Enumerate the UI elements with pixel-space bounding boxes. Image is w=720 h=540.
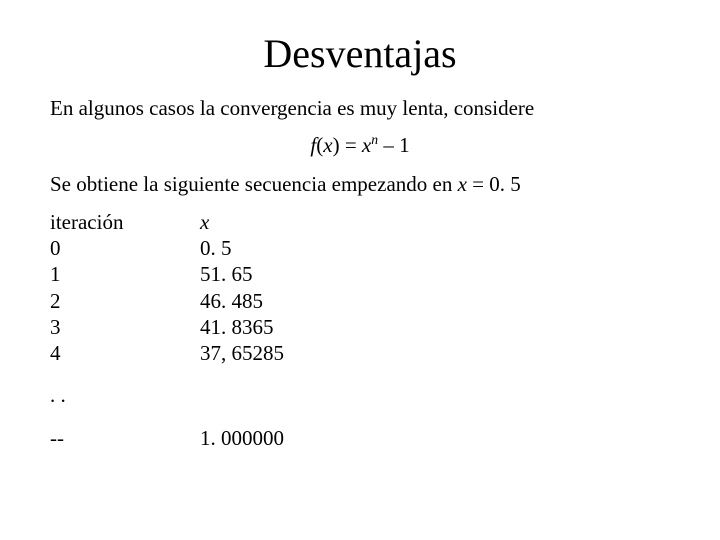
iteration-table: iteración x 0 0. 5 1 51. 65 2 46. 485 3 … bbox=[50, 209, 670, 451]
cell-x: 46. 485 bbox=[200, 288, 400, 314]
cell-iter: 0 bbox=[50, 235, 200, 261]
cell-iter: 4 bbox=[50, 340, 200, 366]
cell-x: 37, 65285 bbox=[200, 340, 400, 366]
slide-title: Desventajas bbox=[50, 30, 670, 77]
intro2-paragraph: Se obtiene la siguiente secuencia empeza… bbox=[50, 171, 670, 197]
final-x: 1. 000000 bbox=[200, 425, 400, 451]
table-final-row: -- 1. 000000 bbox=[50, 425, 670, 451]
cell-x: 0. 5 bbox=[200, 235, 400, 261]
cell-x: 51. 65 bbox=[200, 261, 400, 287]
formula-base: x bbox=[362, 133, 371, 157]
cell-x: 41. 8365 bbox=[200, 314, 400, 340]
intro2-a: Se obtiene la siguiente secuencia empeza… bbox=[50, 172, 458, 196]
intro2-b: = 0. 5 bbox=[467, 172, 521, 196]
table-header-row: iteración x bbox=[50, 209, 670, 235]
header-iteration: iteración bbox=[50, 209, 200, 235]
dots: . . bbox=[50, 382, 200, 408]
formula-x: x bbox=[323, 133, 332, 157]
final-iter: -- bbox=[50, 425, 200, 451]
dots-empty bbox=[200, 382, 400, 408]
table-row: 3 41. 8365 bbox=[50, 314, 670, 340]
table-row: 4 37, 65285 bbox=[50, 340, 670, 366]
cell-iter: 1 bbox=[50, 261, 200, 287]
table-row: 1 51. 65 bbox=[50, 261, 670, 287]
intro2-var: x bbox=[458, 172, 467, 196]
slide: Desventajas En algunos casos la converge… bbox=[0, 0, 720, 540]
table-row: 0 0. 5 bbox=[50, 235, 670, 261]
spacer bbox=[50, 366, 670, 382]
spacer bbox=[50, 409, 670, 425]
cell-iter: 2 bbox=[50, 288, 200, 314]
table-row: 2 46. 485 bbox=[50, 288, 670, 314]
formula-close-eq: ) = bbox=[333, 133, 362, 157]
table-dots-row: . . bbox=[50, 382, 670, 408]
intro-paragraph: En algunos casos la convergencia es muy … bbox=[50, 95, 670, 121]
header-x: x bbox=[200, 209, 400, 235]
slide-body: En algunos casos la convergencia es muy … bbox=[50, 95, 670, 451]
cell-iter: 3 bbox=[50, 314, 200, 340]
formula-tail: – 1 bbox=[378, 133, 410, 157]
formula: f(x) = xn – 1 bbox=[50, 131, 670, 158]
